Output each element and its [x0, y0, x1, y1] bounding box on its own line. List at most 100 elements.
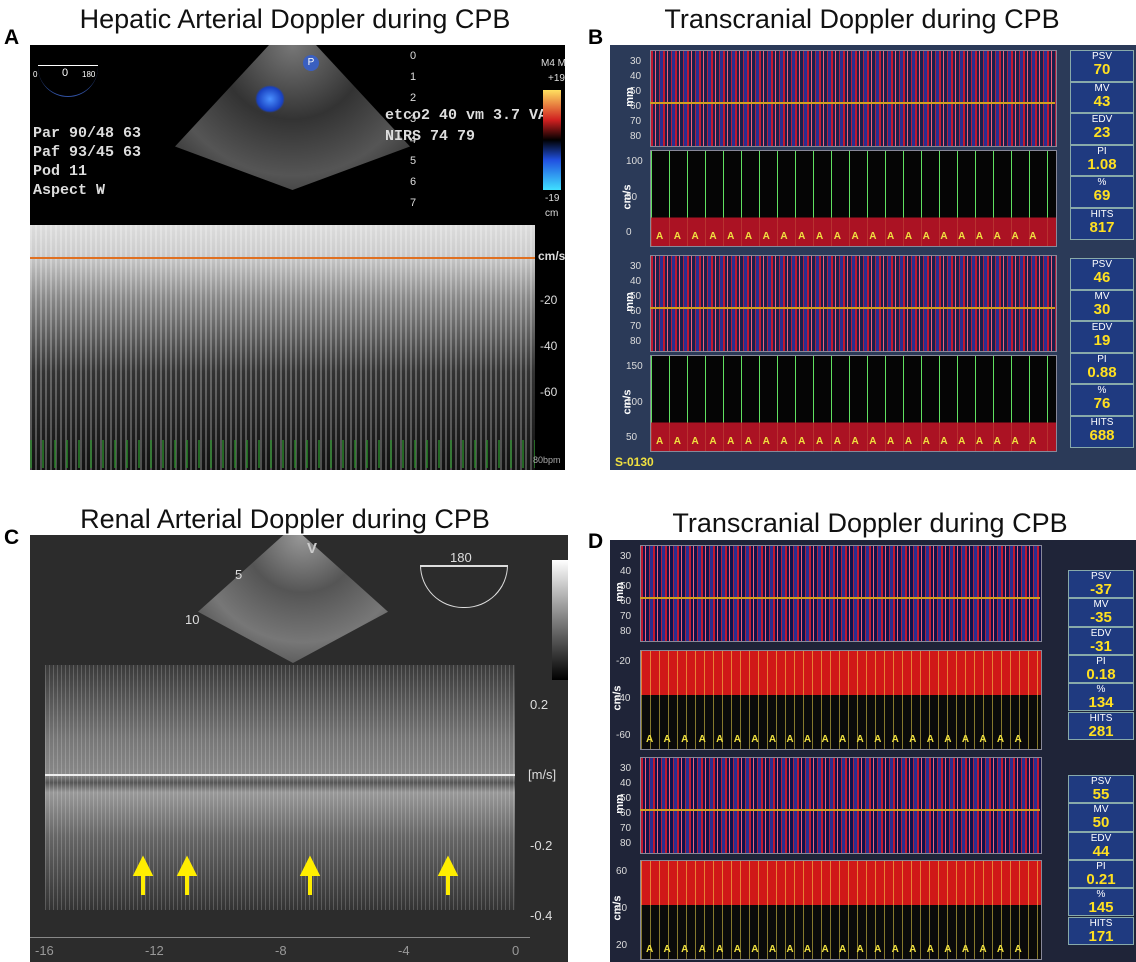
emboli-marker: A — [857, 734, 864, 745]
depth-tick: 70 — [630, 321, 641, 332]
metric-value: 23 — [1071, 125, 1133, 141]
metric-box: HITS817 — [1070, 208, 1134, 240]
emboli-marker: A — [852, 231, 859, 242]
panel-title: Renal Arterial Doppler during CPB — [80, 504, 490, 535]
emboli-marker: A — [944, 734, 951, 745]
emboli-marker: A — [716, 944, 723, 955]
metric-name: MV — [1071, 291, 1133, 302]
emboli-marker: A — [962, 944, 969, 955]
metric-value: 134 — [1069, 695, 1133, 711]
depth-tick: 3 — [410, 113, 416, 125]
emboli-marker: A — [821, 734, 828, 745]
velocity-tick: 0 — [626, 227, 632, 238]
metric-value: 46 — [1071, 270, 1133, 286]
baseline — [30, 257, 535, 259]
emboli-marker: A — [780, 231, 787, 242]
emboli-marker: A — [909, 944, 916, 955]
metric-box: PSV55 — [1068, 775, 1134, 803]
metric-box: %76 — [1070, 384, 1134, 416]
depth-tick: 30 — [630, 261, 641, 272]
metric-value: 0.18 — [1069, 667, 1133, 683]
depth-tick: 7 — [410, 197, 416, 209]
emboli-marker: A — [763, 231, 770, 242]
sample-line — [650, 307, 1055, 309]
gray-bar — [552, 560, 568, 680]
panel-title: Hepatic Arterial Doppler during CPB — [80, 4, 511, 35]
metric-value: 171 — [1069, 929, 1133, 945]
emboli-marker: A — [664, 944, 671, 955]
emboli-marker: A — [994, 436, 1001, 447]
velocity-tick: 100 — [626, 397, 643, 408]
angle-label: 180 — [450, 550, 472, 565]
metric-box: %145 — [1068, 888, 1134, 916]
emboli-marker: A — [997, 944, 1004, 955]
depth-tick: 70 — [630, 116, 641, 127]
patient-info: Pod 11 — [33, 163, 87, 180]
emboli-marker: A — [852, 436, 859, 447]
emboli-marker: A — [681, 944, 688, 955]
emboli-marker: A — [734, 734, 741, 745]
depth-tick: 1 — [410, 71, 416, 83]
depth-tick: 2 — [410, 92, 416, 104]
emboli-marker: A — [1014, 944, 1021, 955]
metric-value: -37 — [1069, 582, 1133, 598]
emboli-marker: A — [786, 734, 793, 745]
emboli-marker: A — [892, 944, 899, 955]
velocity-tick: -0.2 — [530, 838, 552, 853]
patient-info: Aspect W — [33, 182, 105, 199]
depth-tick: 80 — [620, 626, 631, 637]
metric-value: 43 — [1071, 94, 1133, 110]
metric-value: -35 — [1069, 610, 1133, 626]
sample-line — [640, 809, 1040, 811]
sample-line — [640, 597, 1040, 599]
depth-tick: 80 — [630, 131, 641, 142]
emboli-marker: A — [821, 944, 828, 955]
emboli-marker: A — [727, 436, 734, 447]
metric-name: EDV — [1069, 833, 1133, 844]
depth-tick: 30 — [620, 763, 631, 774]
monitor-info: NIRS 74 79 — [385, 128, 475, 145]
emboli-marker: A — [887, 231, 894, 242]
probe-mark: V — [307, 540, 317, 557]
emboli-marker: A — [976, 231, 983, 242]
depth-tick: 5 — [410, 155, 416, 167]
emboli-marker: A — [804, 734, 811, 745]
emboli-marker: A — [927, 734, 934, 745]
metric-box: MV-35 — [1068, 598, 1134, 626]
depth-tick: 40 — [620, 778, 631, 789]
emboli-marker: A — [869, 231, 876, 242]
velocity-tick: -60 — [540, 385, 557, 399]
emboli-marker: A — [709, 436, 716, 447]
depth-tick: 70 — [620, 611, 631, 622]
metric-box: PI0.88 — [1070, 353, 1134, 385]
metric-value: 44 — [1069, 844, 1133, 860]
depth-tick: 60 — [620, 808, 631, 819]
emboli-marker: A — [745, 436, 752, 447]
color-flow — [255, 85, 285, 113]
metric-value: 688 — [1071, 428, 1133, 444]
depth-tick: 80 — [620, 838, 631, 849]
velocity-tick: -40 — [540, 339, 557, 353]
emboli-marker: A — [874, 734, 881, 745]
depth-tick: 50 — [620, 581, 631, 592]
velocity-tick: 40 — [616, 903, 627, 914]
metric-box: EDV23 — [1070, 113, 1134, 145]
metric-value: 30 — [1071, 302, 1133, 318]
angle-label: 0 — [62, 67, 68, 79]
emboli-marker: A — [857, 944, 864, 955]
ecg-trace — [30, 440, 535, 468]
emboli-marker: A — [1029, 231, 1036, 242]
velocity-tick: 20 — [616, 940, 627, 951]
metric-box: HITS688 — [1070, 416, 1134, 448]
emboli-marker: A — [958, 436, 965, 447]
velocity-tick: 0.2 — [530, 697, 548, 712]
emboli-marker: A — [656, 436, 663, 447]
depth-tick: 40 — [630, 71, 641, 82]
depth-tick: 50 — [630, 86, 641, 97]
emboli-marker: A — [763, 436, 770, 447]
emboli-marker: A — [1014, 734, 1021, 745]
color-bar-label: -19 — [545, 193, 559, 204]
depth-tick: 70 — [620, 823, 631, 834]
